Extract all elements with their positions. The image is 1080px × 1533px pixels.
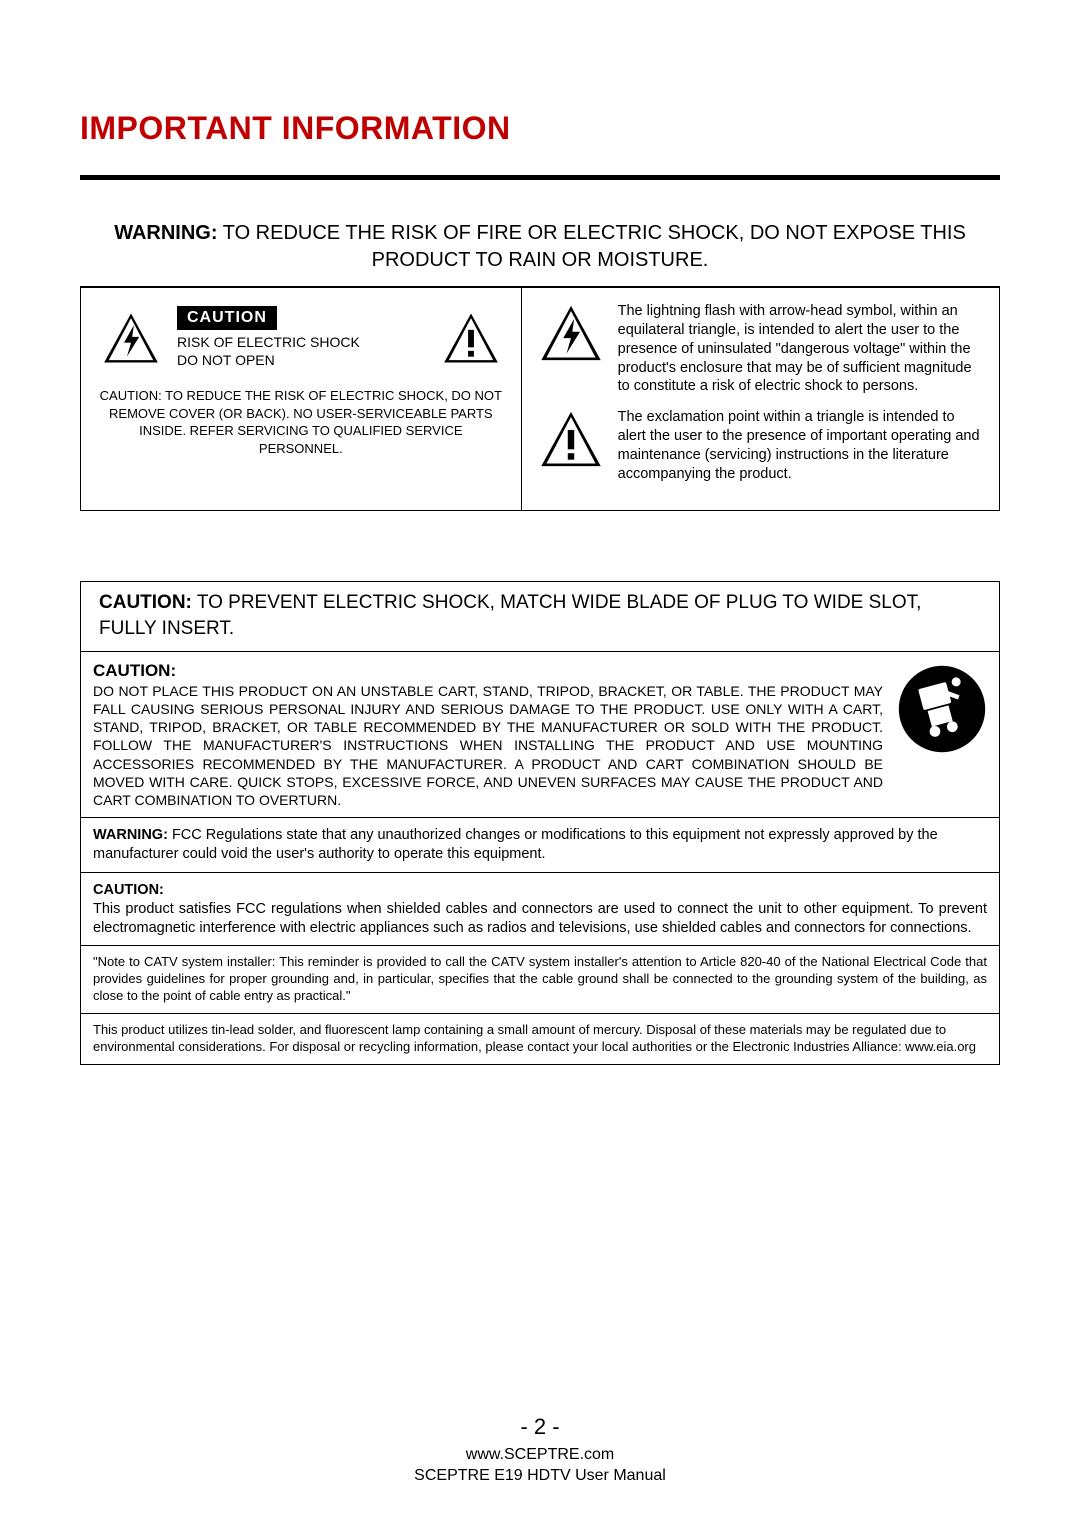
caution-symbol-box: CAUTION RISK OF ELECTRIC SHOCK DO NOT OP… [80, 286, 1000, 511]
plug-caution-text: TO PREVENT ELECTRIC SHOCK, MATCH WIDE BL… [99, 592, 921, 640]
exclamation-description: The exclamation point within a triangle … [618, 408, 981, 483]
fcc-warning-bold: WARNING: [93, 827, 168, 843]
page-number: - 2 - [0, 1412, 1080, 1442]
symbol-explanations: The lightning flash with arrow-head symb… [522, 288, 999, 510]
plug-caution: CAUTION: TO PREVENT ELECTRIC SHOCK, MATC… [81, 582, 999, 651]
fcc-warning-text: FCC Regulations state that any unauthori… [93, 827, 938, 862]
lower-caution-table: CAUTION: TO PREVENT ELECTRIC SHOCK, MATC… [80, 581, 1000, 1065]
footer-manual: SCEPTRE E19 HDTV User Manual [0, 1465, 1080, 1487]
lightning-triangle-icon [536, 302, 606, 364]
footer-url: www.SCEPTRE.com [0, 1444, 1080, 1466]
page-footer: - 2 - www.SCEPTRE.com SCEPTRE E19 HDTV U… [0, 1412, 1080, 1487]
fcc-caution: CAUTION: This product satisfies FCC regu… [81, 872, 999, 946]
exclamation-triangle-icon [536, 408, 606, 470]
caution-sub2: DO NOT OPEN [177, 352, 275, 368]
warning-top-bold: WARNING: [114, 222, 217, 244]
warning-top: WARNING: TO REDUCE THE RISK OF FIRE OR E… [80, 220, 1000, 286]
tipping-cart-icon [897, 664, 987, 754]
fcc-caution-bold: CAUTION: [93, 882, 164, 898]
catv-note: "Note to CATV system installer: This rem… [81, 945, 999, 1013]
fcc-warning: WARNING: FCC Regulations state that any … [81, 817, 999, 872]
caution-body-text: CAUTION: TO REDUCE THE RISK OF ELECTRIC … [99, 387, 503, 457]
cart-caution-bold: CAUTION: [93, 661, 176, 680]
page-title: IMPORTANT INFORMATION [80, 110, 1000, 147]
caution-left-panel: CAUTION RISK OF ELECTRIC SHOCK DO NOT OP… [81, 288, 522, 510]
warning-top-text: TO REDUCE THE RISK OF FIRE OR ELECTRIC S… [218, 222, 966, 271]
bolt-description: The lightning flash with arrow-head symb… [618, 302, 981, 396]
plug-caution-bold: CAUTION: [99, 592, 192, 613]
caution-label: CAUTION [177, 306, 277, 330]
exclamation-triangle-icon [439, 310, 503, 366]
title-rule [80, 175, 1000, 180]
caution-sub1: RISK OF ELECTRIC SHOCK [177, 334, 360, 350]
lightning-triangle-icon [99, 310, 163, 366]
cart-caution: CAUTION: DO NOT PLACE THIS PRODUCT ON AN… [81, 651, 999, 817]
cart-caution-text: DO NOT PLACE THIS PRODUCT ON AN UNSTABLE… [93, 682, 883, 809]
fcc-caution-text: This product satisfies FCC regulations w… [93, 900, 987, 938]
disposal-note: This product utilizes tin-lead solder, a… [81, 1013, 999, 1064]
